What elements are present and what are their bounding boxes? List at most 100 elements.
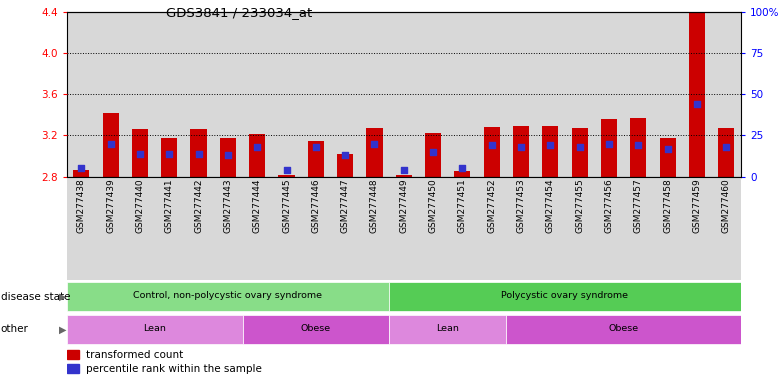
Bar <box>125 12 154 177</box>
Point <box>104 141 117 147</box>
Text: GSM277456: GSM277456 <box>604 179 613 233</box>
Text: GDS3841 / 233034_at: GDS3841 / 233034_at <box>166 6 312 19</box>
Text: GSM277445: GSM277445 <box>282 179 291 233</box>
Bar <box>419 177 448 280</box>
Text: GSM277446: GSM277446 <box>311 179 321 233</box>
Bar <box>242 12 272 177</box>
Bar <box>565 177 594 280</box>
Bar <box>67 364 78 373</box>
Text: GSM277441: GSM277441 <box>165 179 174 233</box>
Text: Obese: Obese <box>301 324 331 333</box>
Bar <box>242 177 272 280</box>
Bar <box>712 177 741 280</box>
Text: GSM277457: GSM277457 <box>633 179 643 233</box>
Bar <box>513 126 529 177</box>
Text: GSM277450: GSM277450 <box>429 179 437 233</box>
Bar <box>272 177 301 280</box>
Text: GSM277442: GSM277442 <box>194 179 203 233</box>
Text: Polycystic ovary syndrome: Polycystic ovary syndrome <box>502 291 629 301</box>
Bar <box>162 139 177 177</box>
Text: GSM277452: GSM277452 <box>487 179 496 233</box>
Bar <box>623 177 653 280</box>
Point <box>133 151 146 157</box>
Point <box>662 146 674 152</box>
Bar <box>242 314 389 344</box>
Text: transformed count: transformed count <box>86 350 183 360</box>
Bar <box>154 12 184 177</box>
Bar <box>572 128 588 177</box>
Bar <box>191 129 207 177</box>
Bar <box>272 12 301 177</box>
Bar <box>594 12 623 177</box>
Bar <box>484 127 499 177</box>
Bar <box>448 177 477 280</box>
Bar <box>419 12 448 177</box>
Bar <box>389 282 741 311</box>
Point <box>222 152 234 158</box>
Point <box>632 142 644 148</box>
Bar <box>360 177 389 280</box>
Point <box>515 144 528 150</box>
Text: GSM277460: GSM277460 <box>722 179 731 233</box>
Text: disease state: disease state <box>1 292 71 302</box>
Text: ▶: ▶ <box>59 292 67 302</box>
Bar <box>477 177 506 280</box>
Point <box>397 167 410 173</box>
Point <box>310 144 322 150</box>
Bar <box>366 128 383 177</box>
Bar <box>360 12 389 177</box>
Text: GSM277449: GSM277449 <box>399 179 408 233</box>
Bar <box>396 175 412 177</box>
Text: ▶: ▶ <box>59 324 67 334</box>
Bar <box>184 12 213 177</box>
Point <box>426 149 439 155</box>
Point <box>339 152 351 158</box>
Point <box>544 142 557 148</box>
Point <box>603 141 615 147</box>
Bar <box>623 12 653 177</box>
Text: Lean: Lean <box>143 324 166 333</box>
Text: percentile rank within the sample: percentile rank within the sample <box>86 364 262 374</box>
Bar <box>73 170 89 177</box>
Bar <box>477 12 506 177</box>
Bar <box>601 119 617 177</box>
Text: Obese: Obese <box>608 324 639 333</box>
Bar <box>96 177 125 280</box>
Bar <box>278 175 295 177</box>
Bar <box>132 129 148 177</box>
Text: GSM277448: GSM277448 <box>370 179 379 233</box>
Bar <box>249 134 265 177</box>
Point <box>280 167 292 173</box>
Bar <box>712 12 741 177</box>
Bar <box>213 177 242 280</box>
Text: other: other <box>1 324 29 334</box>
Bar <box>389 177 419 280</box>
Bar <box>184 177 213 280</box>
Bar <box>96 12 125 177</box>
Bar <box>125 177 154 280</box>
Point <box>251 144 263 150</box>
Point <box>573 144 586 150</box>
Bar <box>67 350 78 359</box>
Point <box>192 151 205 157</box>
Bar <box>220 139 236 177</box>
Bar <box>331 177 360 280</box>
Bar <box>103 113 118 177</box>
Text: GSM277454: GSM277454 <box>546 179 555 233</box>
Text: GSM277455: GSM277455 <box>575 179 584 233</box>
Bar <box>67 314 242 344</box>
Bar <box>653 177 682 280</box>
Text: Lean: Lean <box>436 324 459 333</box>
Point <box>75 166 88 172</box>
Bar <box>506 314 741 344</box>
Bar <box>506 177 535 280</box>
Bar <box>213 12 242 177</box>
Bar <box>67 177 96 280</box>
Bar <box>337 154 353 177</box>
Bar <box>454 172 470 177</box>
Bar <box>535 177 565 280</box>
Bar <box>301 177 331 280</box>
Text: GSM277439: GSM277439 <box>106 179 115 233</box>
Bar <box>682 177 712 280</box>
Bar <box>425 133 441 177</box>
